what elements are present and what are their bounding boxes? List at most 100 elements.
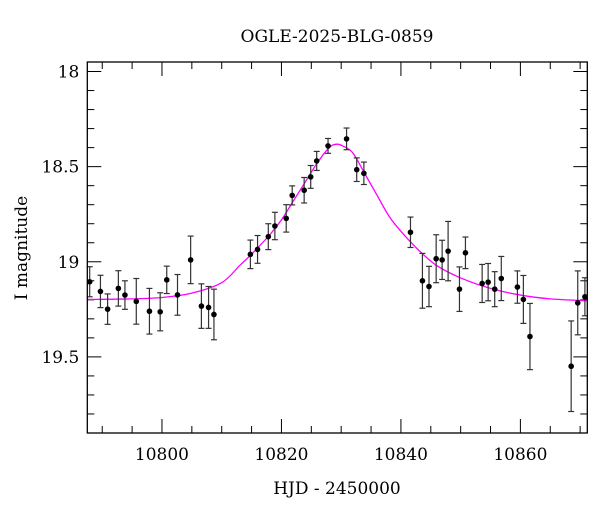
data-marker — [574, 300, 581, 306]
data-point — [419, 252, 426, 309]
data-marker — [485, 279, 491, 285]
chart-title: OGLE-2025-BLG-0859 — [241, 27, 434, 47]
data-point — [121, 280, 128, 310]
data-point — [146, 287, 153, 335]
data-marker — [247, 251, 254, 258]
tick-labels: 10800 10820 10840 10860 18 18.5 19 19.5 — [41, 63, 547, 465]
data-point — [491, 271, 498, 308]
data-marker — [104, 306, 111, 312]
data-point — [115, 270, 122, 307]
data-marker — [133, 298, 140, 305]
data-marker — [353, 166, 360, 173]
data-marker — [439, 257, 445, 263]
data-point — [425, 265, 432, 308]
data-marker — [301, 187, 307, 194]
data-point — [485, 262, 492, 302]
data-marker — [491, 286, 498, 292]
data-point — [265, 223, 272, 251]
data-point — [210, 288, 217, 341]
data-marker — [445, 248, 451, 254]
y-tick-label: 18.5 — [41, 158, 79, 178]
data-point — [289, 185, 296, 206]
data-point — [445, 220, 452, 282]
data-marker — [205, 304, 212, 311]
data-marker — [272, 223, 278, 229]
data-marker — [568, 363, 574, 370]
data-point — [187, 235, 194, 285]
data-marker — [498, 275, 505, 282]
data-marker — [289, 192, 295, 199]
data-marker — [419, 277, 426, 284]
data-marker — [198, 303, 205, 309]
data-point — [479, 263, 486, 304]
data-point — [247, 239, 254, 270]
data-point — [360, 161, 367, 186]
data-marker — [514, 284, 521, 290]
y-tick-label: 19 — [58, 253, 80, 273]
data-marker — [343, 136, 350, 142]
data-marker — [86, 278, 93, 285]
data-marker — [283, 215, 290, 222]
data-marker — [479, 280, 485, 287]
data-point — [86, 266, 93, 298]
data-marker — [313, 158, 320, 164]
data-point — [157, 292, 164, 332]
data-point — [407, 216, 414, 249]
y-tick-label: 19.5 — [41, 348, 79, 368]
data-point — [343, 127, 350, 151]
x-tick-label: 10840 — [374, 445, 428, 465]
data-marker — [407, 229, 414, 236]
data-point — [198, 283, 205, 329]
data-point — [307, 164, 314, 189]
data-marker — [456, 286, 463, 292]
data-marker — [462, 250, 469, 256]
data-marker — [582, 293, 588, 300]
y-axis-label: I magnitude — [12, 196, 32, 300]
data-point — [574, 270, 581, 336]
data-point — [97, 274, 104, 309]
data-point — [163, 265, 170, 295]
model-curve — [87, 143, 588, 302]
data-point — [271, 211, 278, 241]
data-point — [520, 274, 527, 325]
data-marker — [325, 143, 331, 149]
data-marker — [187, 257, 194, 263]
data-point — [353, 157, 360, 183]
data-point — [526, 302, 533, 371]
data-point — [174, 273, 181, 316]
data-marker — [361, 170, 367, 177]
x-tick-label: 10800 — [135, 445, 189, 465]
data-marker — [115, 285, 122, 292]
data-marker — [527, 333, 533, 340]
data-point — [325, 137, 332, 154]
plot-area — [86, 127, 588, 413]
data-point — [462, 236, 469, 270]
data-point — [313, 150, 320, 172]
data-point — [439, 239, 446, 281]
data-point — [283, 204, 290, 233]
data-marker — [163, 277, 170, 283]
data-marker — [307, 174, 314, 180]
data-marker — [433, 255, 439, 262]
data-marker — [520, 296, 527, 303]
x-tick-label: 10860 — [493, 445, 547, 465]
data-point — [514, 270, 521, 304]
x-axis-label: HJD - 2450000 — [273, 479, 401, 499]
data-marker — [265, 233, 272, 240]
data-marker — [426, 283, 432, 290]
data-marker — [254, 246, 261, 253]
data-point — [498, 255, 505, 302]
data-marker — [122, 292, 128, 298]
data-point — [133, 277, 140, 325]
data-point — [301, 176, 308, 204]
data-marker — [157, 309, 163, 315]
data-point — [254, 234, 261, 264]
x-tick-label: 10820 — [254, 445, 308, 465]
y-tick-label: 18 — [58, 63, 80, 83]
data-marker — [174, 292, 181, 298]
data-point — [568, 320, 575, 413]
data-marker — [97, 288, 104, 295]
data-point — [104, 293, 111, 325]
axis-ticks — [87, 62, 588, 434]
data-marker — [211, 311, 217, 318]
